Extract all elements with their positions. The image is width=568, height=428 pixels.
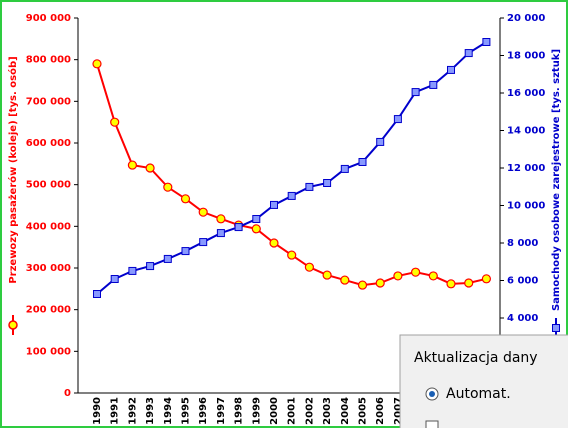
marker [216, 229, 225, 238]
marker [181, 247, 190, 256]
y-tick-label: 900 000 [26, 13, 71, 24]
marker [198, 207, 208, 217]
marker [304, 262, 314, 272]
y2-tick-label: 20 000 [507, 13, 545, 24]
marker [482, 38, 491, 46]
marker [110, 275, 119, 283]
y2-axis-label: Samochody osobowe zarejestrowe [tys. szt… [551, 49, 562, 311]
x-tick-label: 2001 [287, 397, 298, 425]
x-tick-label: 2007 [393, 397, 404, 425]
marker [128, 266, 137, 275]
x-tick-label: 2005 [358, 397, 369, 425]
x-tick-label: 2000 [269, 397, 280, 425]
radio-label[interactable]: Automat. [446, 386, 511, 402]
x-tick-label: 1993 [145, 397, 156, 425]
x-tick-label: 1996 [198, 397, 209, 425]
y-tick-label: 300 000 [26, 263, 71, 274]
y2-tick-label: 18 000 [507, 51, 545, 62]
marker [110, 117, 120, 127]
x-tick-label: 1995 [181, 397, 192, 425]
y-axis-label: Przewozy pasażerów (koleje) [tys. osób] [7, 56, 19, 283]
y-tick-label: 800 000 [26, 55, 71, 66]
marker [393, 115, 402, 124]
marker [234, 223, 243, 232]
marker [269, 238, 279, 248]
marker [145, 163, 155, 173]
x-tick-label: 1999 [251, 397, 262, 425]
marker [340, 164, 349, 173]
dialog-title: Aktualizacja dany [414, 350, 538, 366]
y2-tick-label: 6 000 [507, 276, 538, 287]
x-tick-label: 1992 [127, 397, 138, 425]
marker [199, 238, 208, 247]
marker [357, 280, 368, 290]
x-tick-label: 2006 [375, 397, 386, 425]
marker [287, 250, 297, 260]
y2-tick-label: 8 000 [507, 238, 538, 249]
dialog: Aktualizacja dany Automat. [399, 334, 568, 428]
marker [252, 215, 261, 223]
x-tick-label: 1990 [92, 397, 103, 425]
marker [251, 224, 261, 234]
left-legend-marker [8, 315, 18, 335]
y2-tick-label: 16 000 [507, 88, 545, 99]
y-tick-label: 0 [64, 388, 71, 399]
y-tick-label: 500 000 [26, 180, 71, 191]
y2-tick-label: 10 000 [507, 201, 545, 212]
marker [127, 160, 137, 170]
marker [322, 270, 332, 280]
marker [375, 278, 385, 288]
marker [447, 65, 455, 74]
y-tick-label: 100 000 [26, 346, 71, 357]
y-tick-label: 700 000 [26, 96, 71, 107]
marker [305, 182, 314, 191]
marker [92, 59, 102, 69]
radio-dot [429, 391, 435, 397]
marker [428, 271, 438, 281]
y-tick-label: 200 000 [26, 305, 71, 316]
y2-tick-label: 4 000 [507, 313, 538, 324]
x-tick-label: 1991 [110, 397, 121, 425]
marker [411, 88, 420, 97]
dialog-panel [399, 334, 568, 428]
marker [464, 278, 474, 288]
x-tick-label: 2003 [322, 397, 333, 425]
y-tick-label: 600 000 [26, 138, 71, 149]
marker [376, 137, 385, 146]
marker [287, 191, 296, 200]
x-tick-label: 1998 [234, 397, 245, 425]
x-tick-label: 1994 [163, 397, 174, 425]
marker [163, 182, 173, 192]
marker [393, 271, 403, 281]
x-tick-label: 2004 [340, 397, 351, 425]
x-tick-label: 1997 [216, 397, 227, 425]
marker [180, 194, 191, 204]
marker [340, 275, 350, 285]
marker [481, 274, 491, 284]
marker [270, 200, 278, 209]
marker [216, 214, 226, 224]
y2-tick-label: 12 000 [507, 163, 545, 174]
marker [358, 158, 367, 166]
marker [464, 49, 473, 58]
x-tick-label: 2002 [304, 397, 315, 425]
marker [411, 267, 421, 277]
marker [93, 290, 101, 298]
y-tick-label: 400 000 [26, 221, 71, 232]
marker [146, 262, 155, 271]
marker [446, 279, 456, 289]
marker [163, 254, 172, 263]
marker [323, 179, 332, 187]
y2-tick-label: 14 000 [507, 126, 545, 137]
marker [429, 80, 438, 89]
checkbox[interactable] [425, 420, 439, 428]
